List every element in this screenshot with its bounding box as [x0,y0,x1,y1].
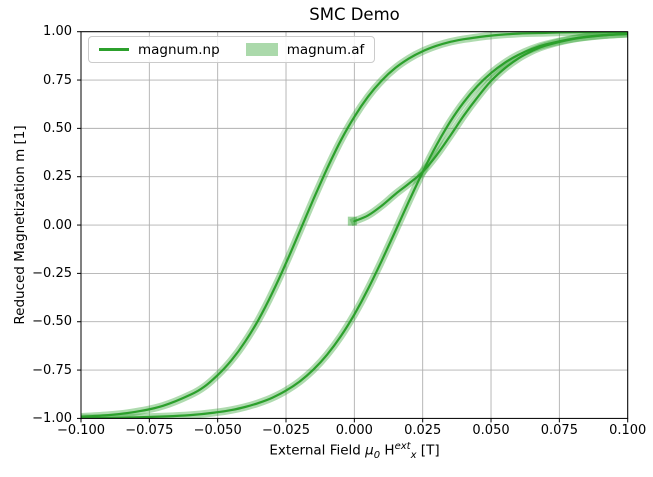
x-tick-label: −0.050 [193,423,242,438]
x-tick-label: 0.025 [404,423,442,438]
field-subscript: x [410,450,417,462]
x-tick-label: 0.050 [472,423,510,438]
y-axis-label: Reduced Magnetization m [1] [12,125,28,325]
legend-patch-swatch [245,43,278,56]
x-tick-label: 0.075 [540,423,578,438]
mu-symbol: μ [365,442,374,459]
y-tick-label: −0.75 [32,362,72,378]
legend-line-swatch [99,48,129,51]
field-symbol: H [380,442,395,459]
curve-magnum.np-ascending-branch [81,32,628,419]
legend: magnum.np magnum.af [88,36,376,63]
y-tick-label: −0.50 [32,314,72,330]
x-axis-label-text: External Field [269,442,366,459]
y-tick-label: −0.25 [32,265,72,281]
mu-subscript: 0 [373,450,381,462]
curve-magnum.np-virgin-curve [353,32,628,223]
x-axis-unit: [T] [416,442,440,459]
y-tick-label: 0.75 [43,72,72,88]
x-tick-label: −0.025 [261,423,311,438]
legend-label: magnum.np [138,41,220,58]
y-tick-label: 0.50 [43,120,72,136]
x-axis-label: External Field μ0 Hextx [T] [81,441,628,461]
legend-item-magnum-af: magnum.af [245,41,365,58]
chart-title: SMC Demo [309,5,400,24]
y-tick-label: −1.00 [32,410,72,426]
curve-magnum.np-descending-branch [81,31,628,418]
y-tick-label: 0.25 [43,169,72,185]
curves [81,31,628,419]
tick-marks [77,31,629,423]
legend-label: magnum.af [286,41,365,58]
virgin-curve-start-marker [347,216,357,226]
x-tick-label: 0.100 [609,423,647,438]
y-tick-label: 1.00 [43,24,72,40]
field-superscript: ext [394,441,411,452]
legend-item-magnum-np: magnum.np [99,42,220,58]
x-tick-label: −0.075 [125,423,174,438]
y-tick-label: 0.00 [43,217,72,233]
x-tick-label: −0.100 [56,423,106,438]
x-tick-label: 0.000 [335,423,373,438]
